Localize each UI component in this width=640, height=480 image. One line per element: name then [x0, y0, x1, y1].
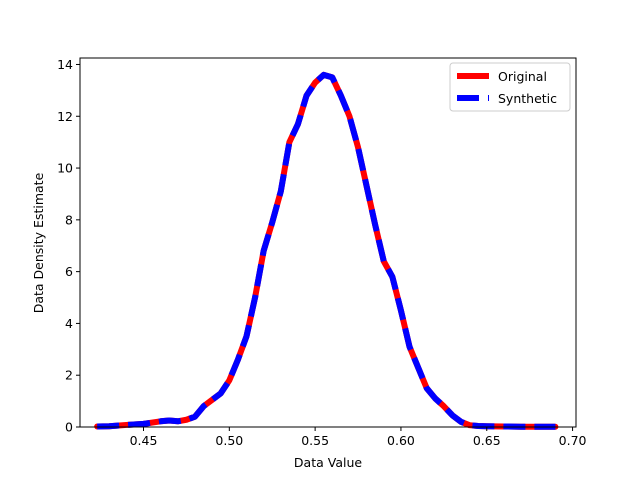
y-tick-label: 4: [65, 316, 73, 331]
x-axis-title: Data Value: [294, 455, 362, 470]
series-line-synthetic: [97, 71, 556, 430]
x-tick-label: 0.60: [387, 433, 415, 448]
y-tick-label: 12: [57, 109, 73, 124]
axes-frame: [79, 57, 577, 428]
x-axis: 0.45 0.50 0.55 0.60 0.65 0.70: [130, 427, 587, 448]
y-tick-label: 0: [65, 420, 73, 435]
y-tick-label: 8: [65, 212, 73, 227]
x-tick-label: 0.55: [301, 433, 329, 448]
legend-label-synthetic: Synthetic: [498, 91, 557, 106]
y-tick-label: 2: [65, 368, 73, 383]
y-tick-label: 10: [57, 161, 73, 176]
x-tick-label: 0.45: [130, 433, 158, 448]
legend-label-original: Original: [498, 69, 547, 84]
y-tick-label: 6: [65, 264, 73, 279]
x-tick-label: 0.70: [559, 433, 587, 448]
y-axis: 0 2 4 6 8 10 12 14: [57, 57, 80, 435]
x-tick-label: 0.50: [215, 433, 243, 448]
legend: Original Synthetic: [449, 62, 571, 112]
plot-lines: [94, 71, 559, 430]
y-tick-label: 14: [57, 57, 73, 72]
y-axis-title: Data Density Estimate: [31, 172, 46, 313]
x-tick-label: 0.65: [473, 433, 501, 448]
